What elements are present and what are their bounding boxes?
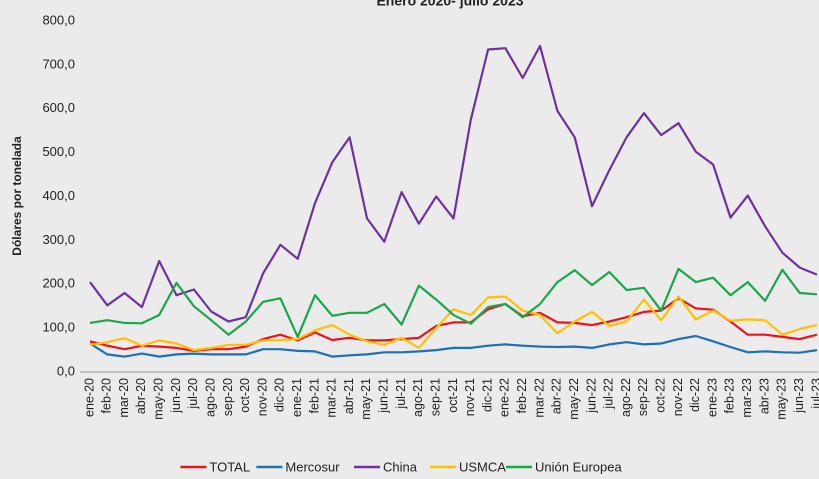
chart-title: Enero 2020- julio 2023 <box>376 0 523 9</box>
x-tick-label: mar-20 <box>117 378 131 418</box>
y-tick-label: 200,0 <box>42 276 75 291</box>
y-tick-label: 400,0 <box>42 188 75 203</box>
y-tick-label: 300,0 <box>42 232 75 247</box>
x-tick-label: feb-21 <box>307 378 321 413</box>
x-tick-label: nov-20 <box>255 378 269 416</box>
x-tick-label: jul-23 <box>809 378 819 410</box>
legend-label: TOTAL <box>209 459 250 474</box>
x-tick-label: mar-21 <box>325 378 339 418</box>
y-axis-label: Dólares por tonelada <box>10 136 24 256</box>
x-tick-label: ago-22 <box>619 378 633 417</box>
x-tick-label: jun-21 <box>377 378 391 414</box>
x-tick-label: feb-23 <box>723 378 737 413</box>
x-tick-label: may-23 <box>775 378 789 420</box>
x-tick-label: jun-22 <box>584 378 598 414</box>
y-tick-label: 0,0 <box>57 363 75 378</box>
series-line <box>89 334 818 358</box>
legend-label: Mercosur <box>285 459 340 474</box>
series-line <box>89 295 818 352</box>
y-tick-label: 700,0 <box>42 56 75 71</box>
x-tick-label: abr-22 <box>550 378 564 414</box>
x-tick-label: jul-21 <box>394 378 408 410</box>
x-tick-label: oct-21 <box>446 378 460 413</box>
legend-label: USMCA <box>459 459 506 474</box>
x-tick-label: dic-22 <box>688 378 702 412</box>
x-tick-label: ene-21 <box>290 378 304 417</box>
x-tick-label: oct-22 <box>654 378 668 413</box>
x-tick-label: feb-20 <box>100 378 114 413</box>
x-tick-label: ago-21 <box>411 378 425 417</box>
x-tick-label: abr-21 <box>342 378 356 414</box>
y-tick-label: 500,0 <box>42 144 75 159</box>
series-line <box>89 267 818 338</box>
x-tick-label: feb-22 <box>515 378 529 413</box>
x-tick-label: sep-21 <box>428 378 442 416</box>
x-tick-label: may-21 <box>359 378 373 420</box>
series-line <box>89 44 818 323</box>
x-tick-label: ene-20 <box>82 378 96 417</box>
x-tick-label: jun-23 <box>792 378 806 414</box>
x-tick-label: abr-20 <box>134 378 148 414</box>
x-tick-label: jul-22 <box>602 378 616 410</box>
x-tick-label: ago-20 <box>203 378 217 417</box>
x-tick-label: mar-23 <box>740 378 754 418</box>
x-tick-label: jun-20 <box>169 378 183 414</box>
series-line <box>89 297 818 352</box>
x-tick-label: ene-23 <box>705 378 719 417</box>
x-tick-label: sep-20 <box>221 378 235 416</box>
x-tick-label: jul-20 <box>186 378 200 410</box>
y-tick-label: 600,0 <box>42 100 75 115</box>
x-tick-label: may-20 <box>152 378 166 420</box>
x-tick-label: dic-20 <box>273 378 287 412</box>
x-tick-label: dic-21 <box>480 378 494 412</box>
y-tick-label: 800,0 <box>42 12 75 27</box>
legend-label: Unión Europea <box>535 459 622 474</box>
x-tick-label: oct-20 <box>238 378 252 413</box>
x-tick-label: nov-22 <box>671 378 685 416</box>
x-tick-label: abr-23 <box>757 378 771 414</box>
x-tick-label: ene-22 <box>498 378 512 417</box>
y-tick-label: 100,0 <box>42 320 75 335</box>
x-tick-label: sep-22 <box>636 378 650 416</box>
x-tick-label: nov-21 <box>463 378 477 416</box>
x-tick-label: may-22 <box>567 378 581 420</box>
x-tick-label: mar-22 <box>532 378 546 418</box>
legend-label: China <box>383 459 418 474</box>
